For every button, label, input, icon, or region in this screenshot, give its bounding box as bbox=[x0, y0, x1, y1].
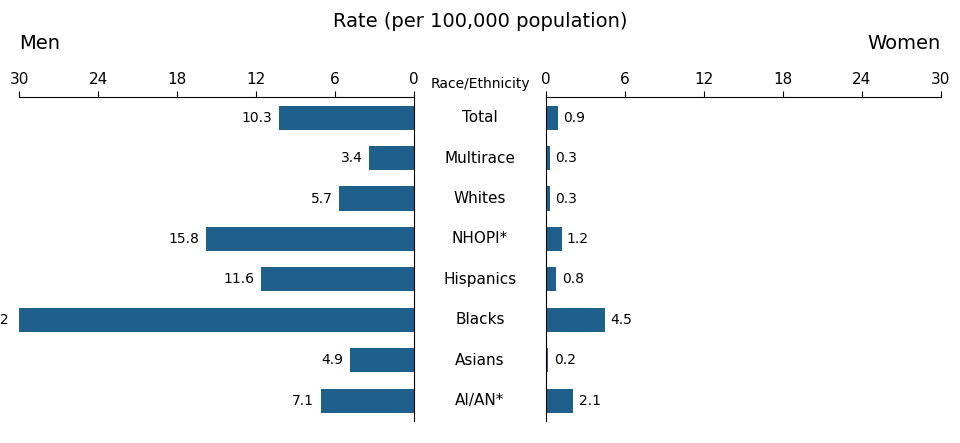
Text: 3.4: 3.4 bbox=[341, 151, 363, 165]
Bar bbox=[546, 348, 548, 372]
Bar bbox=[206, 227, 414, 251]
Bar bbox=[321, 389, 414, 413]
Text: Rate (per 100,000 population): Rate (per 100,000 population) bbox=[333, 12, 627, 31]
Text: 2.1: 2.1 bbox=[579, 394, 601, 408]
Bar bbox=[349, 348, 414, 372]
Text: Race/Ethnicity: Race/Ethnicity bbox=[430, 77, 530, 91]
Text: NHOPI*: NHOPI* bbox=[452, 231, 508, 246]
Text: 0.9: 0.9 bbox=[563, 111, 585, 124]
Text: AI/AN*: AI/AN* bbox=[455, 393, 505, 408]
Text: 1.2: 1.2 bbox=[567, 232, 588, 246]
Text: Whites: Whites bbox=[454, 191, 506, 206]
Text: Men: Men bbox=[19, 34, 60, 53]
Bar bbox=[546, 267, 557, 291]
Text: Asians: Asians bbox=[455, 353, 505, 368]
Bar bbox=[546, 105, 558, 130]
Text: Total: Total bbox=[462, 110, 498, 125]
Text: 7.1: 7.1 bbox=[292, 394, 314, 408]
Text: 4.5: 4.5 bbox=[611, 313, 633, 327]
Text: 10.3: 10.3 bbox=[241, 111, 272, 124]
Bar bbox=[339, 187, 414, 211]
Bar bbox=[546, 146, 550, 170]
Bar bbox=[278, 105, 414, 130]
Text: 15.8: 15.8 bbox=[169, 232, 200, 246]
Bar bbox=[546, 307, 605, 332]
Bar bbox=[370, 146, 414, 170]
Text: 5.7: 5.7 bbox=[311, 191, 332, 206]
Text: 0.3: 0.3 bbox=[555, 151, 577, 165]
Text: 0.2: 0.2 bbox=[554, 353, 576, 367]
Bar bbox=[16, 307, 414, 332]
Text: 4.9: 4.9 bbox=[321, 353, 343, 367]
Text: 11.6: 11.6 bbox=[224, 272, 254, 286]
Bar bbox=[546, 389, 573, 413]
Text: Women: Women bbox=[868, 34, 941, 53]
Text: Blacks: Blacks bbox=[455, 312, 505, 327]
Text: 30.2: 30.2 bbox=[0, 313, 10, 327]
Bar bbox=[546, 227, 562, 251]
Text: 0.8: 0.8 bbox=[562, 272, 584, 286]
Text: Multirace: Multirace bbox=[444, 151, 516, 166]
Text: 0.3: 0.3 bbox=[555, 191, 577, 206]
Text: Hispanics: Hispanics bbox=[444, 272, 516, 287]
Bar bbox=[261, 267, 414, 291]
Bar bbox=[546, 187, 550, 211]
